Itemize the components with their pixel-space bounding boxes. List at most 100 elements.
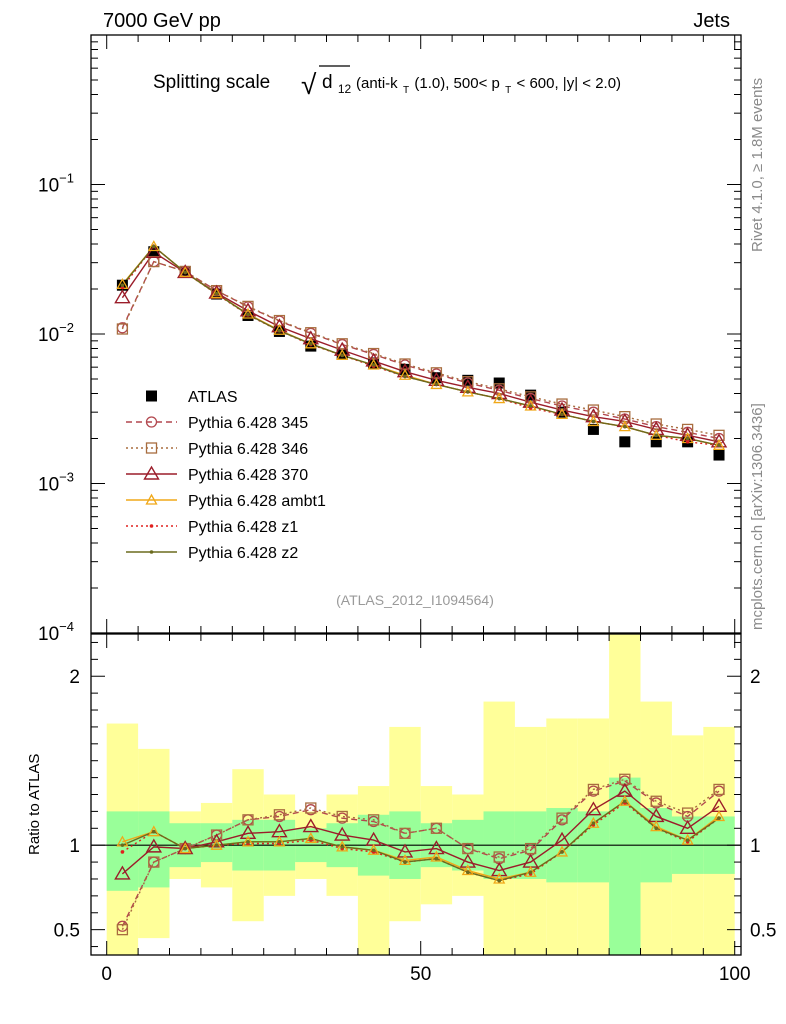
data-point-main-6: [434, 382, 439, 387]
rivet-version-label: Rivet 4.1.0, ≥ 1.8M events: [749, 77, 766, 252]
data-point-ratio-3: [493, 872, 506, 884]
data-point-ratio-2: [114, 865, 131, 880]
data-point-ratio-5: [340, 845, 345, 849]
data-point-ratio-5: [183, 846, 188, 851]
data-point-ratio-1: [116, 924, 129, 936]
legend-marker-2: [145, 442, 158, 454]
data-point-ratio-5: [371, 848, 376, 853]
main-plot-frame: [90, 34, 742, 634]
data-point-main-3: [176, 264, 194, 279]
uncertainty-band-green: [609, 777, 641, 955]
ratio-uncertainty-bands: [106, 634, 735, 955]
data-point-main-2: [587, 404, 600, 416]
data-point-main-5: [685, 440, 690, 444]
data-point-ratio-5: [120, 843, 125, 847]
data-point-ratio-2: [333, 826, 351, 841]
data-point-main-4: [273, 323, 286, 335]
data-point-ratio-2: [585, 801, 602, 816]
data-point-ratio-1: [273, 809, 286, 821]
data-point-ratio-1: [367, 814, 380, 826]
mcplots-reference-label: mcplots.cern.ch [arXiv:1306.3436]: [749, 403, 766, 630]
data-point-ratio-2: [239, 824, 257, 840]
data-point-ratio-1: [650, 795, 662, 807]
legend-marker-6: [149, 550, 154, 554]
data-point-main-4: [210, 287, 223, 299]
legend-label-6: Pythia 6.428 z2: [188, 545, 298, 562]
data-point-main-2: [116, 323, 129, 335]
data-point-ratio-3: [273, 835, 286, 847]
data-point-main-0: [556, 406, 568, 418]
data-point-ratio-2: [679, 819, 696, 834]
data-point-main-4: [524, 399, 537, 411]
data-point-main-0: [148, 246, 160, 258]
data-point-ratio-3: [555, 845, 569, 857]
data-point-ratio-1: [305, 802, 317, 814]
x-tick-label: 50: [410, 964, 431, 985]
data-point-ratio-1: [681, 807, 694, 819]
series-markers: [114, 240, 728, 936]
data-point-main-6: [309, 341, 313, 346]
data-point-ratio-5: [246, 840, 250, 844]
data-point-ratio-3: [241, 835, 255, 847]
data-point-ratio-5: [277, 840, 282, 844]
data-point-main-0: [619, 436, 631, 448]
data-point-main-6: [403, 374, 407, 379]
data-point-main-4: [179, 266, 192, 278]
data-point-main-4: [336, 348, 349, 360]
chart-title: Splitting scale √ d 12 (anti-k T (1.0), …: [153, 69, 621, 100]
data-point-ratio-1: [493, 851, 505, 863]
legend: ATLAS Pythia 6.428 345 Pythia 6.428 346 Pyt…: [126, 389, 326, 562]
data-point-main-4: [555, 408, 569, 420]
data-point-main-2: [336, 338, 348, 350]
legend-label-4: Pythia 6.428 ambt1: [188, 493, 326, 510]
data-point-main-0: [368, 357, 380, 369]
uncertainty-band-green: [138, 811, 170, 888]
data-point-ratio-3: [587, 816, 600, 828]
data-point-main-4: [712, 438, 726, 450]
data-point-main-6: [654, 433, 659, 438]
data-point-ratio-1: [587, 783, 600, 796]
data-point-main-6: [277, 329, 282, 333]
legend-label-5: Pythia 6.428 z1: [188, 519, 298, 536]
data-point-ratio-2: [490, 862, 508, 877]
data-point-main-0: [713, 449, 725, 461]
header-category: Jets: [693, 10, 730, 32]
data-point-main-4: [618, 420, 631, 432]
data-point-ratio-3: [524, 865, 537, 877]
legend-marker-4: [145, 493, 158, 505]
data-point-main-2: [430, 367, 443, 379]
data-point-main-6: [560, 412, 564, 417]
data-point-main-2: [242, 300, 254, 313]
data-point-main-4: [241, 307, 255, 319]
data-point-main-0: [493, 377, 505, 389]
data-point-ratio-3: [398, 854, 412, 866]
data-point-main-4: [304, 337, 317, 349]
legend-label-3: Pythia 6.428 370: [188, 467, 308, 484]
data-point-ratio-3: [618, 794, 631, 806]
data-point-ratio-5: [560, 850, 564, 854]
data-point-ratio-5: [623, 799, 627, 804]
data-point-ratio-3: [304, 832, 317, 844]
y-tick-label-main: 10−1: [38, 171, 74, 197]
ratio-y-axis-label: Ratio to ATLAS: [26, 754, 43, 855]
data-point-main-3: [145, 243, 163, 258]
legend-marker-3: [143, 465, 160, 480]
data-point-main-6: [717, 443, 721, 448]
y-tick-label-ratio-right: 0.5: [750, 921, 776, 942]
data-point-main-6: [685, 436, 690, 441]
data-point-main-6: [497, 396, 502, 401]
data-point-ratio-5: [654, 826, 659, 831]
data-point-ratio-2: [459, 853, 477, 868]
data-point-ratio-5: [214, 843, 219, 847]
data-point-ratio-5: [717, 816, 721, 820]
legend-marker-0: [146, 390, 157, 402]
data-point-ratio-5: [309, 836, 313, 841]
data-point-main-4: [493, 392, 506, 404]
watermark: (ATLAS_2012_I1094564): [336, 592, 494, 608]
data-point-main-6: [466, 390, 470, 394]
data-point-ratio-5: [434, 856, 439, 861]
data-point-main-4: [398, 368, 412, 380]
data-point-ratio-3: [712, 810, 726, 822]
data-point-main-0: [650, 436, 662, 448]
tick-labels: 10−1 10−2 10−3 10−4 2 2 1 1 0.5 0.5 0 50 100: [38, 171, 776, 986]
